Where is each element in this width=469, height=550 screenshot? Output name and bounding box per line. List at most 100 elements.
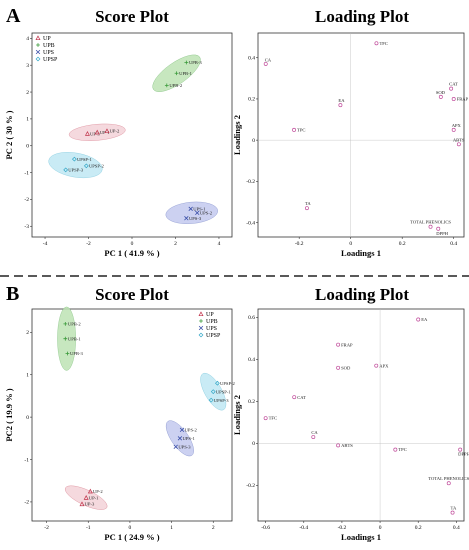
loading-point-ta <box>304 206 309 211</box>
point-upb-1 <box>174 71 179 76</box>
loading-label: TFC <box>269 416 277 421</box>
x-tick-label: 4 <box>218 241 221 247</box>
loading-point-cat <box>449 86 454 91</box>
confidence-ellipse-ups <box>165 201 218 224</box>
point-label: UP-2 <box>110 129 120 134</box>
point-label: UPS-2 <box>200 210 213 215</box>
loading-label: TOTAL PHENOLICS <box>410 220 451 225</box>
chart-title: Loading Plot <box>315 285 409 304</box>
loading-label: TOTAL PHENOLICS <box>428 476 469 481</box>
point-label: UPSP-3 <box>214 398 230 403</box>
loading-point-dpph <box>436 226 441 231</box>
plot-frame <box>257 32 465 238</box>
y-tick-label: 0 <box>252 441 255 447</box>
loading-point-tpc <box>292 127 296 132</box>
loading-label: APX <box>452 123 462 128</box>
panel-b-letter: B <box>6 283 19 305</box>
y-axis-title: Loadings 2 <box>232 395 242 435</box>
point-up-1 <box>83 495 89 500</box>
loading-label: APX <box>379 363 389 368</box>
y-tick-label: 0 <box>26 144 29 150</box>
x-tick-label: 0.2 <box>415 525 422 531</box>
point-label: UPSP-1 <box>216 389 232 394</box>
loading-label: CA <box>311 430 318 435</box>
loading-point-apx <box>451 127 456 132</box>
x-tick-label: -1 <box>86 525 91 531</box>
point-upsp-3 <box>63 167 69 173</box>
point-label: UPS-3 <box>178 444 191 449</box>
loading-point-ta <box>450 510 455 515</box>
confidence-ellipse-up <box>68 123 126 141</box>
y-tick-label: 0.6 <box>248 315 255 321</box>
legend-label: UPS <box>43 50 54 56</box>
loading-point-ca <box>311 435 316 439</box>
loading-label: ABTS <box>341 443 353 448</box>
loading-point-sod <box>336 365 341 370</box>
legend-marker-up <box>35 35 41 41</box>
loading-point-cat <box>292 395 297 400</box>
y-axis-title: PC 2 ( 30 % ) <box>4 110 14 159</box>
y-tick-label: 0.2 <box>248 97 255 103</box>
loading-point-tfc <box>374 41 379 46</box>
x-tick-label: 0.4 <box>453 525 460 531</box>
loading-label: DPPH <box>436 231 448 236</box>
point-label: UPSP-3 <box>68 167 84 172</box>
point-label: UPB-2 <box>169 83 182 88</box>
point-label: UPB-2 <box>68 321 81 326</box>
point-upsp-2 <box>83 163 89 169</box>
loading-label: DPPH <box>458 452 469 457</box>
chart-b-score: Score Plot -2 -1 0 1 2 -2 -1 0 1 2 PC 1 ( 24.9 % ) P… <box>4 285 236 542</box>
y-tick-label: -0.2 <box>246 483 255 489</box>
loading-label: FRAP <box>457 97 469 102</box>
point-upb-1 <box>63 336 68 341</box>
point-upsp-2 <box>215 380 220 386</box>
legend-label: UPS <box>206 326 217 332</box>
x-tick-label: 0 <box>131 241 134 247</box>
loading-label: ABTS <box>453 137 465 142</box>
point-up-2 <box>104 128 110 134</box>
loading-point-frap <box>451 96 456 101</box>
loading-label: SOD <box>341 365 351 370</box>
y-tick-label: 4 <box>26 36 29 42</box>
point-label: UP-3 <box>85 502 95 507</box>
legend-marker-upb <box>36 43 40 47</box>
point-ups-1 <box>188 206 193 211</box>
y-axis-title: Loadings 2 <box>232 115 242 155</box>
y-tick-label: 2 <box>26 330 29 336</box>
x-tick-label: -4 <box>43 241 48 247</box>
x-tick-label: 2 <box>212 525 215 531</box>
x-axis-title: Loadings 1 <box>341 532 381 542</box>
loading-label: CAT <box>449 82 458 87</box>
point-up-2 <box>87 488 93 494</box>
loading-label: TFC <box>379 41 387 46</box>
point-label: UP-1 <box>89 495 99 500</box>
x-tick-label: 0 <box>379 525 382 531</box>
loading-point-ca <box>263 61 268 66</box>
loading-label: TA <box>451 506 457 511</box>
chart-a-loading: Loading Plot -0.2 0 0.2 0.4 -0.4 -0.2 0 0.2 0.4 Lo… <box>232 7 469 258</box>
point-label: UPS-1 <box>193 206 206 211</box>
point-label: UP-2 <box>93 489 103 494</box>
loading-label: CA <box>265 57 272 62</box>
loading-point-ea <box>338 103 343 108</box>
x-tick-label: -0.4 <box>299 525 308 531</box>
legend-marker-ups <box>198 325 204 331</box>
y-tick-label: 0 <box>252 138 255 144</box>
point-up-1 <box>94 129 100 135</box>
x-tick-label: 1 <box>170 525 173 531</box>
y-tick-label: 3 <box>26 63 29 69</box>
loading-point-abts <box>456 142 461 147</box>
loading-point-frap <box>336 342 341 347</box>
legend-label: UP <box>206 312 214 318</box>
y-tick-label: 2 <box>26 90 29 96</box>
loading-point-sod <box>438 94 443 99</box>
loading-label: FRAP <box>341 342 353 347</box>
legend-label: UPB <box>43 43 55 49</box>
confidence-ellipse-upsp <box>200 372 227 411</box>
point-ups-2 <box>195 210 200 216</box>
point-label: UPSP-2 <box>220 381 236 386</box>
legend-marker-upsp <box>35 56 41 62</box>
x-axis-title: Loadings 1 <box>341 248 381 258</box>
legend-label: UP <box>43 36 51 42</box>
